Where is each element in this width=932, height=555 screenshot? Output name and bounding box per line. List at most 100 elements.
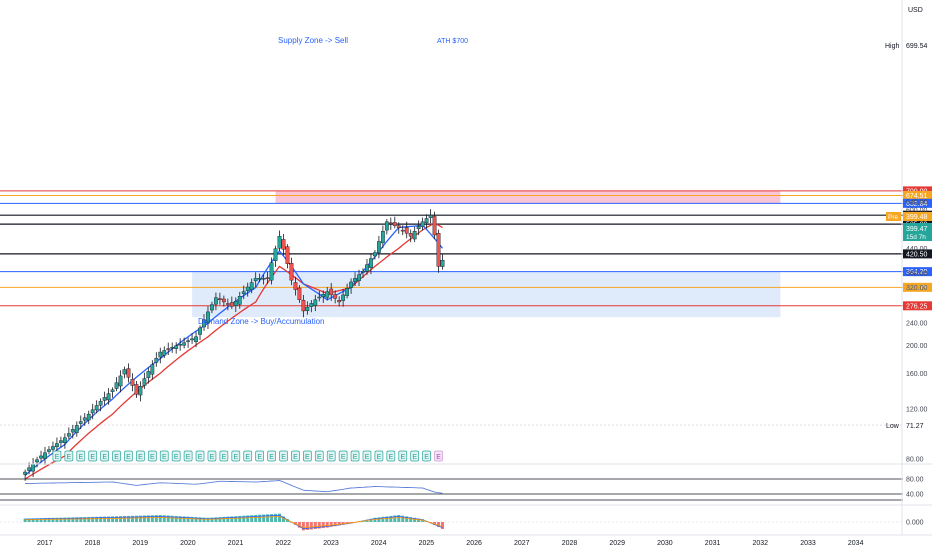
candle[interactable]	[317, 291, 322, 302]
candle[interactable]	[365, 259, 369, 275]
candle[interactable]	[186, 337, 190, 348]
earnings-marker[interactable]: E	[136, 450, 145, 462]
candle[interactable]	[249, 278, 254, 294]
candle[interactable]	[416, 220, 421, 236]
candle[interactable]	[329, 282, 334, 301]
candle[interactable]	[440, 254, 445, 270]
earnings-marker[interactable]: E	[171, 450, 181, 462]
candle[interactable]	[190, 332, 194, 344]
earnings-marker[interactable]: E	[291, 450, 300, 462]
candle[interactable]	[221, 295, 226, 307]
candle[interactable]	[74, 421, 79, 437]
candle[interactable]	[35, 456, 39, 468]
candle[interactable]	[206, 306, 210, 329]
candle[interactable]	[170, 342, 175, 353]
earnings-marker[interactable]: E	[124, 450, 133, 462]
earnings-marker[interactable]: E	[255, 450, 264, 462]
candle[interactable]	[59, 436, 63, 448]
candle[interactable]	[321, 290, 326, 304]
candle[interactable]	[345, 283, 349, 299]
candle[interactable]	[126, 363, 131, 383]
candle[interactable]	[313, 294, 318, 312]
candle[interactable]	[412, 226, 417, 243]
earnings-marker[interactable]: E	[350, 450, 360, 462]
candle[interactable]	[158, 347, 163, 364]
candle[interactable]	[39, 450, 43, 463]
candle[interactable]	[210, 301, 214, 314]
earnings-marker[interactable]: E	[100, 450, 109, 462]
candle[interactable]	[380, 225, 385, 249]
candle[interactable]	[122, 366, 127, 379]
earnings-marker[interactable]: E	[267, 450, 276, 462]
candle[interactable]	[257, 273, 262, 282]
candle[interactable]	[70, 424, 75, 439]
candle[interactable]	[408, 229, 413, 243]
earnings-marker[interactable]: E	[338, 450, 348, 462]
candle[interactable]	[253, 272, 258, 288]
candle[interactable]	[225, 298, 230, 311]
earnings-marker[interactable]: E	[410, 450, 420, 462]
candle[interactable]	[424, 214, 429, 229]
candle[interactable]	[94, 400, 99, 414]
candle[interactable]	[229, 296, 234, 310]
earnings-marker[interactable]: E	[76, 450, 86, 462]
candle[interactable]	[265, 271, 270, 284]
candle[interactable]	[130, 373, 135, 392]
candle[interactable]	[309, 300, 314, 313]
earnings-marker[interactable]: E	[434, 450, 443, 462]
candle[interactable]	[337, 296, 342, 307]
earnings-marker[interactable]: E	[88, 450, 98, 462]
candle[interactable]	[134, 380, 139, 398]
candle[interactable]	[349, 278, 353, 294]
candle[interactable]	[428, 209, 433, 224]
candle[interactable]	[261, 274, 266, 285]
candle[interactable]	[142, 372, 147, 390]
candle[interactable]	[82, 412, 87, 426]
candle[interactable]	[47, 446, 51, 455]
candle[interactable]	[162, 346, 167, 359]
earnings-marker[interactable]: E	[398, 450, 408, 462]
earnings-marker[interactable]: E	[326, 450, 336, 462]
candle[interactable]	[43, 446, 47, 465]
earnings-marker[interactable]: E	[195, 450, 205, 462]
candle[interactable]	[146, 367, 151, 384]
candle[interactable]	[341, 288, 346, 307]
candle[interactable]	[289, 257, 294, 286]
candle[interactable]	[138, 381, 143, 402]
candle[interactable]	[90, 403, 95, 420]
candle[interactable]	[392, 216, 397, 229]
candle[interactable]	[237, 291, 242, 309]
earnings-marker[interactable]: E	[207, 450, 217, 462]
candle[interactable]	[245, 282, 250, 297]
earnings-marker[interactable]: E	[279, 450, 288, 462]
candle[interactable]	[110, 387, 115, 398]
candle[interactable]	[285, 244, 290, 269]
candle[interactable]	[178, 338, 183, 351]
candle[interactable]	[305, 301, 310, 315]
candle[interactable]	[198, 325, 202, 340]
candle[interactable]	[353, 272, 357, 286]
candle[interactable]	[154, 352, 159, 367]
candle[interactable]	[114, 377, 119, 392]
earnings-marker[interactable]: E	[183, 450, 193, 462]
candle[interactable]	[78, 415, 83, 430]
candle[interactable]	[273, 245, 278, 267]
earnings-marker[interactable]: E	[303, 450, 312, 462]
candle[interactable]	[301, 294, 306, 318]
candle[interactable]	[241, 285, 246, 300]
earnings-marker[interactable]: E	[314, 450, 324, 462]
candle[interactable]	[166, 342, 171, 355]
candle[interactable]	[55, 437, 59, 452]
candle[interactable]	[118, 370, 123, 393]
earnings-marker[interactable]: E	[147, 450, 157, 462]
candle[interactable]	[436, 229, 441, 273]
candle[interactable]	[214, 292, 218, 311]
earnings-marker[interactable]: E	[422, 450, 431, 462]
candle[interactable]	[369, 253, 373, 275]
candle[interactable]	[277, 230, 282, 251]
candle[interactable]	[269, 257, 274, 285]
candle[interactable]	[373, 249, 377, 260]
